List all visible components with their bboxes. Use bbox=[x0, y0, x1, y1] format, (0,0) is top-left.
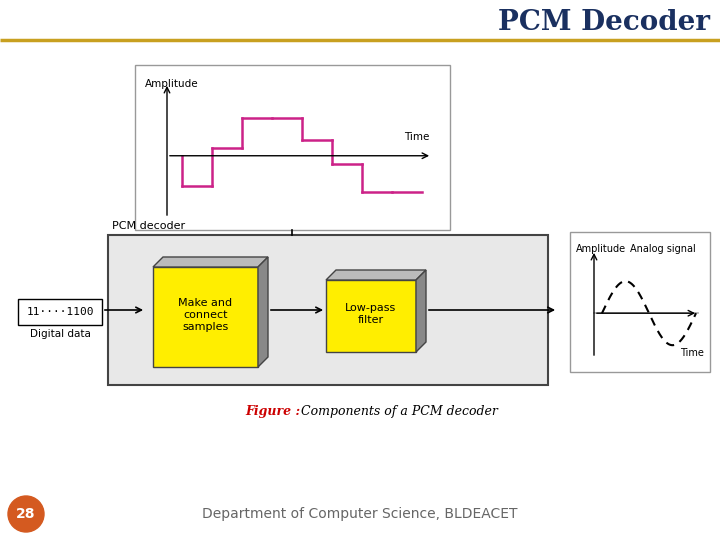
Bar bbox=[326, 280, 416, 352]
Text: Low-pass
filter: Low-pass filter bbox=[346, 303, 397, 325]
Text: Department of Computer Science, BLDEACET: Department of Computer Science, BLDEACET bbox=[202, 507, 518, 521]
Circle shape bbox=[8, 496, 44, 532]
Polygon shape bbox=[153, 257, 268, 267]
Text: Time: Time bbox=[404, 132, 429, 142]
Bar bbox=[108, 235, 548, 385]
Bar bbox=[18, 299, 102, 325]
Text: 11····1100: 11····1100 bbox=[26, 307, 94, 317]
Text: Time: Time bbox=[680, 348, 704, 358]
Text: Digital data: Digital data bbox=[30, 329, 91, 339]
Text: Amplitude: Amplitude bbox=[576, 244, 626, 254]
Text: Components of a PCM decoder: Components of a PCM decoder bbox=[301, 406, 498, 419]
Text: PCM decoder: PCM decoder bbox=[112, 221, 185, 231]
Text: Figure :: Figure : bbox=[245, 406, 300, 419]
Bar bbox=[153, 267, 258, 367]
Text: PCM Decoder: PCM Decoder bbox=[498, 9, 710, 36]
Polygon shape bbox=[326, 270, 426, 280]
Text: Amplitude: Amplitude bbox=[145, 79, 199, 89]
Bar bbox=[570, 232, 710, 372]
Bar bbox=[135, 65, 450, 230]
Text: Analog signal: Analog signal bbox=[630, 244, 696, 254]
Text: 28: 28 bbox=[17, 507, 36, 521]
Polygon shape bbox=[416, 270, 426, 352]
Text: Make and
connect
samples: Make and connect samples bbox=[179, 299, 233, 332]
Polygon shape bbox=[258, 257, 268, 367]
